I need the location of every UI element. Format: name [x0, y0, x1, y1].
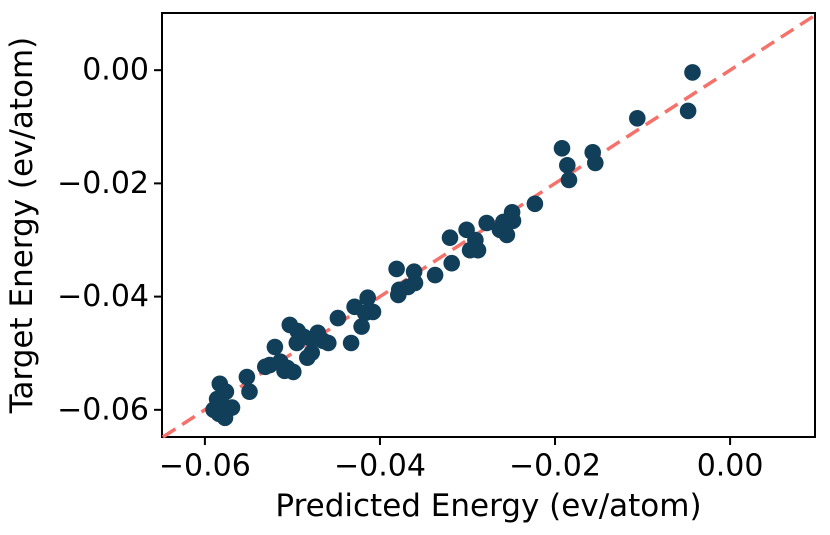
y-axis-ticks: 0.00 −0.02 −0.04 −0.06 — [57, 53, 162, 427]
scatter-point — [426, 266, 444, 284]
y-axis-label: Target Energy (ev/atom) — [4, 37, 40, 415]
scatter-point — [238, 368, 256, 386]
scatter-point — [560, 171, 578, 189]
scatter-point — [443, 254, 461, 272]
scatter-point — [553, 140, 571, 157]
scatter-point — [320, 334, 337, 352]
x-tick-label: 0.00 — [697, 449, 764, 484]
scatter-point — [285, 363, 302, 381]
x-tick-label: −0.06 — [159, 449, 251, 484]
x-tick-label: −0.04 — [334, 449, 426, 484]
scatter-point — [299, 349, 316, 367]
y-tick-label: −0.06 — [57, 392, 149, 427]
scatter-point — [498, 226, 516, 244]
y-tick-label: 0.00 — [82, 53, 149, 88]
scatter-point — [288, 334, 306, 352]
scatter-point — [342, 334, 360, 352]
scatter-point — [266, 338, 284, 356]
scatter-point — [441, 229, 459, 246]
scatter-point — [679, 102, 697, 120]
scatter-point — [587, 154, 604, 172]
scatter-series — [205, 64, 701, 427]
x-tick-label: −0.02 — [509, 449, 601, 484]
y-tick-label: −0.04 — [57, 279, 149, 314]
scatter-point — [559, 157, 576, 174]
scatter-point — [353, 318, 370, 335]
scatter-point — [629, 110, 646, 127]
scatter-point — [329, 309, 347, 327]
scatter-point — [684, 64, 701, 81]
scatter-point — [469, 241, 487, 259]
scatter-point — [478, 214, 496, 232]
scatter-point — [223, 399, 241, 416]
y-tick-label: −0.02 — [57, 166, 149, 201]
x-axis-ticks: −0.06 −0.04 −0.02 0.00 — [159, 437, 764, 484]
scatter-point — [388, 260, 405, 278]
scatter-point — [359, 289, 377, 307]
scatter-point — [364, 303, 382, 321]
scatter-point — [241, 383, 258, 401]
scatter-point — [504, 212, 522, 230]
scatter-point — [390, 286, 407, 304]
scatter-point — [406, 274, 424, 292]
x-axis-label: Predicted Energy (ev/atom) — [275, 488, 701, 524]
scatter-point — [526, 195, 544, 213]
